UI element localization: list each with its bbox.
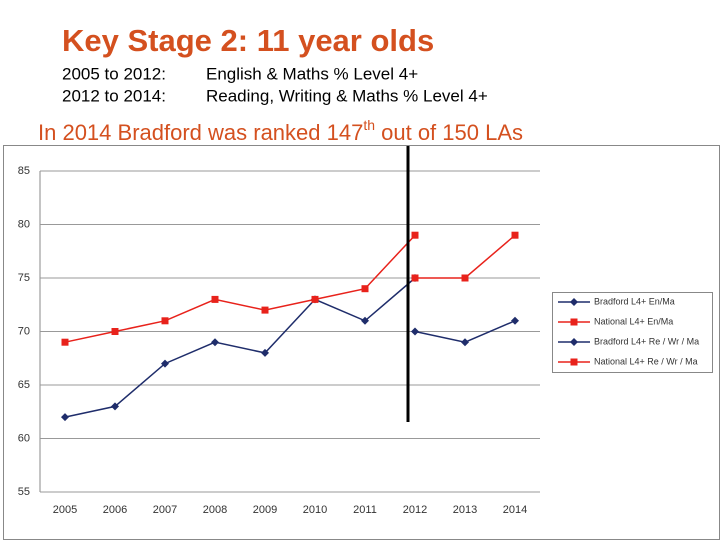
legend-label: National L4+ Re / Wr / Ma xyxy=(594,356,698,366)
legend-box xyxy=(552,292,713,373)
legend-label: National L4+ En/Ma xyxy=(594,316,673,326)
plot: 55 60 65 70 75 80 85 2005 2006 2007 2008 2009 2010 20… xyxy=(18,165,540,516)
marker xyxy=(361,285,369,293)
marker xyxy=(111,402,119,411)
slide-title: Key Stage 2: 11 year olds xyxy=(62,23,434,58)
y-tick-label: 60 xyxy=(18,432,30,444)
marker xyxy=(261,306,269,314)
headline-text: In 2014 Bradford was ranked 147 xyxy=(38,120,363,145)
legend-marker xyxy=(570,358,578,366)
x-tick-label: 2006 xyxy=(103,504,127,516)
measure: Reading, Writing & Maths % Level 4+ xyxy=(206,86,488,105)
marker xyxy=(411,327,419,336)
x-tick-label: 2013 xyxy=(453,504,477,516)
measure: English & Maths % Level 4+ xyxy=(206,64,418,83)
legend-marker xyxy=(570,318,578,326)
marker xyxy=(461,338,469,347)
x-tick-label: 2009 xyxy=(253,504,277,516)
marker xyxy=(411,274,419,282)
legend-marker xyxy=(570,298,578,306)
y-tick-label: 75 xyxy=(18,272,30,284)
y-tick-label: 85 xyxy=(18,165,30,177)
y-tick-label: 80 xyxy=(18,218,30,230)
x-tick-label: 2010 xyxy=(303,504,327,516)
x-tick-label: 2005 xyxy=(53,504,77,516)
marker xyxy=(311,295,319,303)
marker xyxy=(461,274,469,282)
series-line xyxy=(64,234,416,343)
legend-label: Bradford L4+ En/Ma xyxy=(594,296,675,306)
x-tick-label: 2011 xyxy=(353,504,377,516)
marker xyxy=(211,338,219,347)
headline-text: out of 150 LAs xyxy=(375,120,523,145)
marker xyxy=(411,231,419,239)
legend-marker xyxy=(570,338,578,346)
x-tick-label: 2012 xyxy=(403,504,427,516)
x-tick-label: 2007 xyxy=(153,504,177,516)
marker xyxy=(511,231,519,239)
legend-label: Bradford L4+ Re / Wr / Ma xyxy=(594,336,699,346)
series-line xyxy=(64,277,416,418)
marker xyxy=(511,316,519,325)
y-tick-label: 55 xyxy=(18,486,30,498)
x-tick-label: 2008 xyxy=(203,504,227,516)
marker xyxy=(161,359,169,368)
marker xyxy=(361,316,369,325)
x-tick-label: 2014 xyxy=(503,504,527,516)
marker xyxy=(211,295,219,303)
y-tick-label: 65 xyxy=(18,379,30,391)
marker xyxy=(61,338,69,346)
y-tick-label: 70 xyxy=(18,325,30,337)
marker xyxy=(261,348,269,357)
marker xyxy=(111,328,119,335)
period: 2012 to 2014: xyxy=(62,86,166,105)
headline: In 2014 Bradford was ranked 147th out of… xyxy=(38,117,523,145)
headline-sup: th xyxy=(363,117,375,133)
marker xyxy=(61,413,69,422)
marker xyxy=(161,317,169,325)
period: 2005 to 2012: xyxy=(62,64,166,83)
